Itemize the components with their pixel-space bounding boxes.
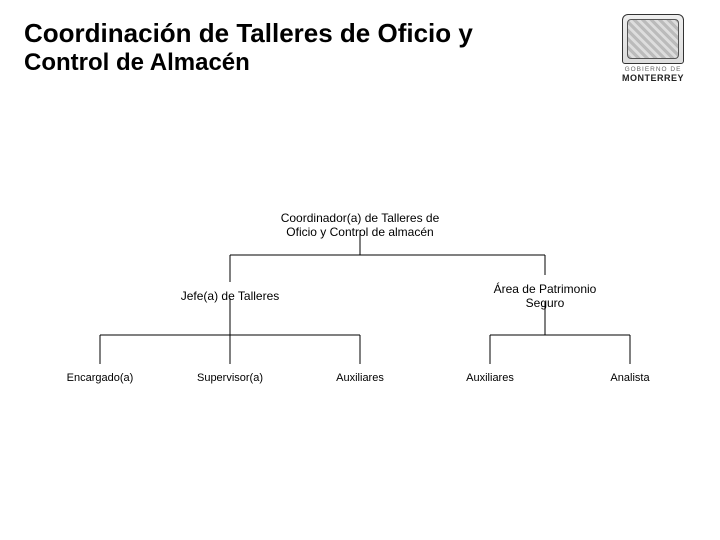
node-r1: Auxiliares: [435, 372, 545, 385]
node-label-line: Encargado(a): [45, 372, 155, 385]
node-l2: Supervisor(a): [175, 372, 285, 385]
org-chart: Coordinador(a) de Talleres deOficio y Co…: [0, 0, 720, 540]
node-label-line: Jefe(a) de Talleres: [150, 290, 310, 304]
node-label-line: Seguro: [465, 297, 625, 311]
node-label-line: Auxiliares: [435, 372, 545, 385]
node-r2: Analista: [575, 372, 685, 385]
node-right: Área de PatrimonioSeguro: [465, 283, 625, 311]
org-chart-connectors: [0, 0, 720, 540]
node-left: Jefe(a) de Talleres: [150, 290, 310, 304]
node-label-line: Oficio y Control de almacén: [255, 226, 465, 240]
node-label-line: Analista: [575, 372, 685, 385]
node-label-line: Área de Patrimonio: [465, 283, 625, 297]
node-l3: Auxiliares: [305, 372, 415, 385]
node-root: Coordinador(a) de Talleres deOficio y Co…: [255, 212, 465, 240]
node-label-line: Supervisor(a): [175, 372, 285, 385]
node-label-line: Coordinador(a) de Talleres de: [255, 212, 465, 226]
node-l1: Encargado(a): [45, 372, 155, 385]
node-label-line: Auxiliares: [305, 372, 415, 385]
